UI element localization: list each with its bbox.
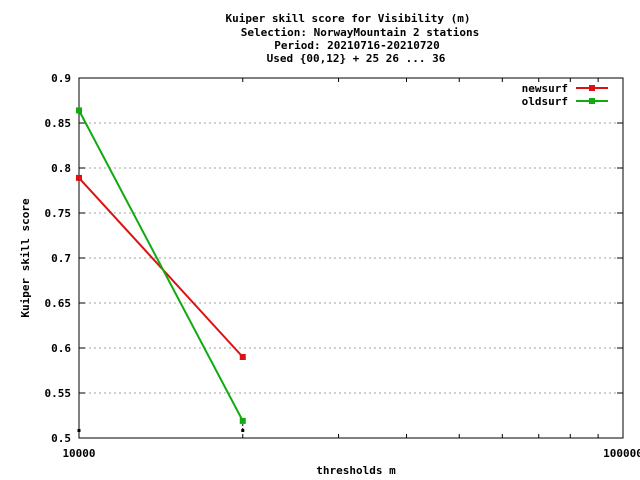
data-point — [76, 107, 82, 114]
title-line-1: Kuiper skill score for Visibility (m) — [225, 12, 470, 25]
legend-swatch-marker — [589, 85, 595, 91]
chart-title: Kuiper skill score for Visibility (m) Se… — [225, 12, 479, 65]
legend-label: newsurf — [522, 82, 568, 95]
series-line — [78, 109, 244, 422]
x-axis: 10000 100000 — [62, 78, 640, 460]
legend-swatch-marker — [589, 98, 595, 104]
title-line-4: Used {00,12} + 25 26 ... 36 — [267, 52, 446, 65]
y-tick-label: 0.9 — [51, 72, 71, 85]
title-line-2: Selection: NorwayMountain 2 stations — [241, 26, 479, 39]
x-tick-label: 100000 — [603, 447, 640, 460]
title-line-3: Period: 20210716-20210720 — [274, 39, 440, 52]
legend-entry: newsurf — [522, 82, 608, 95]
x-threshold-marker — [241, 429, 245, 432]
grid — [79, 122, 623, 394]
x-tick-label: 10000 — [62, 447, 95, 460]
data-point — [239, 417, 246, 424]
y-tick-label: 0.55 — [45, 387, 72, 400]
y-tick-label: 0.8 — [51, 162, 71, 175]
y-tick-label: 0.5 — [51, 432, 71, 445]
series-oldsurf — [76, 107, 246, 424]
y-tick-label: 0.65 — [45, 297, 72, 310]
legend-entry: oldsurf — [522, 95, 608, 108]
y-tick-label: 0.7 — [51, 252, 71, 265]
x-axis-label: thresholds m — [316, 464, 396, 477]
series — [76, 107, 246, 424]
legend-label: oldsurf — [522, 95, 568, 108]
y-tick-label: 0.85 — [45, 117, 72, 130]
y-axis: 0.5 0.55 0.6 0.65 0.7 0.75 0.8 0.85 0.9 — [45, 72, 623, 445]
data-point — [76, 174, 82, 181]
y-tick-label: 0.75 — [45, 207, 72, 220]
y-tick-label: 0.6 — [51, 342, 71, 355]
data-point — [239, 354, 246, 360]
x-threshold-marker — [77, 429, 81, 432]
y-axis-label: Kuiper skill score — [19, 198, 32, 318]
